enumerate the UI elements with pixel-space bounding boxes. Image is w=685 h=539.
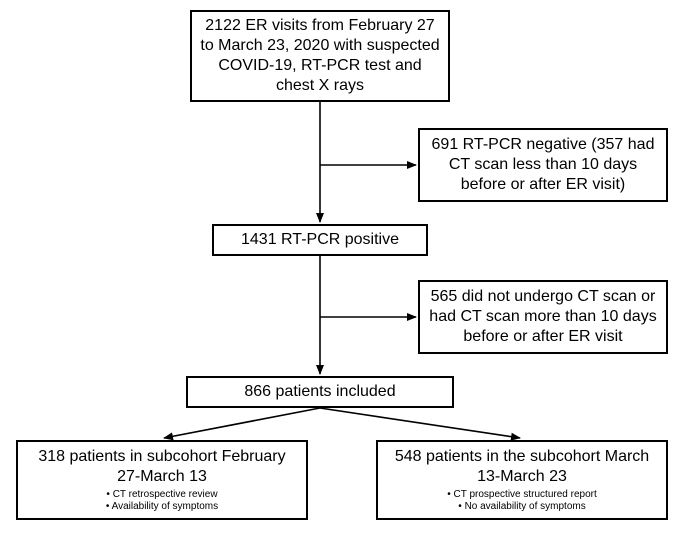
node-bullets: CT prospective structured report No avai… [447, 489, 597, 514]
node-text: 866 patients included [244, 382, 395, 402]
bullet-item: CT retrospective review [106, 489, 218, 502]
node-text: 318 patients in subcohort February 27-Ma… [26, 447, 298, 487]
node-start: 2122 ER visits from February 27 to March… [190, 10, 450, 102]
node-no-ct: 565 did not undergo CT scan or had CT sc… [418, 280, 668, 354]
node-text: 691 RT-PCR negative (357 had CT scan les… [428, 135, 658, 195]
node-rtpcr-negative: 691 RT-PCR negative (357 had CT scan les… [418, 128, 668, 202]
node-bullets: CT retrospective review Availability of … [106, 489, 218, 514]
bullet-item: Availability of symptoms [106, 501, 218, 514]
node-text: 2122 ER visits from February 27 to March… [200, 16, 440, 96]
bullet-item: CT prospective structured report [447, 489, 597, 502]
bullet-item: No availability of symptoms [447, 501, 597, 514]
node-subcohort-2: 548 patients in the subcohort March 13-M… [376, 440, 668, 520]
flowchart-canvas: 2122 ER visits from February 27 to March… [0, 0, 685, 539]
node-text: 1431 RT-PCR positive [241, 230, 399, 250]
node-rtpcr-positive: 1431 RT-PCR positive [212, 224, 428, 256]
node-included: 866 patients included [186, 376, 454, 408]
node-text: 565 did not undergo CT scan or had CT sc… [428, 287, 658, 347]
node-text: 548 patients in the subcohort March 13-M… [386, 447, 658, 487]
node-subcohort-1: 318 patients in subcohort February 27-Ma… [16, 440, 308, 520]
